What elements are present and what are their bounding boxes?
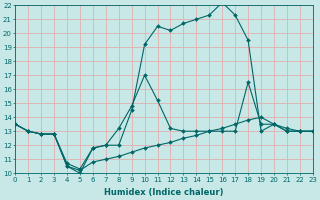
X-axis label: Humidex (Indice chaleur): Humidex (Indice chaleur) [104, 188, 224, 197]
